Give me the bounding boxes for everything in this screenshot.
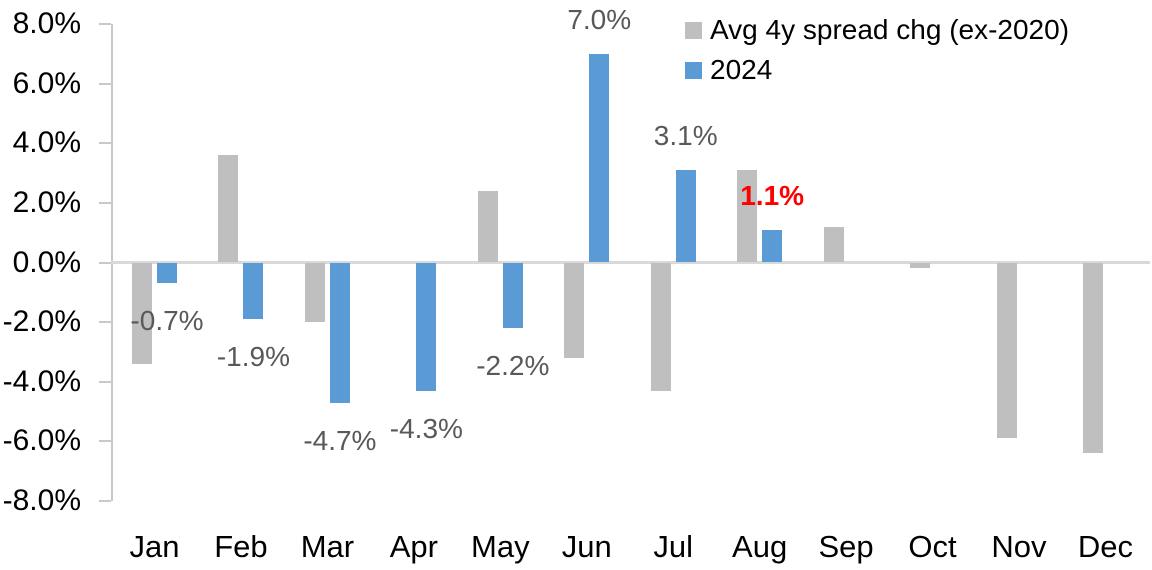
legend-item-2024: 2024 [685, 54, 1069, 86]
bar-avg-feb [218, 155, 239, 263]
month-label-jan: Jan [129, 529, 180, 564]
y-tick-label: -6.0% [2, 424, 81, 458]
chart-legend: Avg 4y spread chg (ex-2020) 2024 [685, 14, 1069, 94]
y-axis-tick [99, 380, 111, 383]
data-label-jul: 3.1% [653, 120, 718, 152]
data-label-may: -2.2% [476, 350, 550, 382]
y-tick-label: 6.0% [12, 66, 81, 100]
y-tick-label: -4.0% [2, 364, 81, 398]
y-tick-label: 8.0% [12, 7, 81, 41]
bar-avg-oct [910, 262, 931, 269]
data-label-mar: -4.7% [303, 424, 377, 456]
month-label-mar: Mar [300, 529, 355, 564]
y-tick-label: 2.0% [12, 185, 81, 219]
data-label-apr: -4.3% [389, 412, 463, 444]
data-label-jan: -0.7% [130, 305, 204, 337]
month-label-nov: Nov [991, 529, 1047, 564]
bar-2024-jun [589, 53, 610, 263]
y-tick-label: -2.0% [2, 305, 81, 339]
y-axis-tick [99, 142, 111, 145]
y-axis-tick [99, 440, 111, 443]
y-tick-label: -8.0% [2, 483, 81, 517]
y-axis-tick [99, 23, 111, 26]
month-label-jun: Jun [561, 529, 612, 564]
bar-avg-jun [564, 262, 585, 358]
bar-2024-aug [762, 229, 783, 263]
bar-2024-apr [416, 262, 437, 391]
bar-2024-jul [675, 170, 696, 263]
zero-gridline [111, 261, 1150, 264]
bar-avg-jan [132, 262, 152, 364]
y-axis-tick [99, 82, 111, 85]
month-label-may: May [471, 529, 530, 564]
legend-label-avg-4y-spread: Avg 4y spread chg (ex-2020) [710, 14, 1070, 45]
y-tick-label: 4.0% [12, 126, 81, 160]
y-axis-tick [99, 201, 111, 204]
bar-2024-feb [243, 262, 264, 320]
month-label-sep: Sep [818, 529, 874, 564]
legend-item-avg-4y-spread: Avg 4y spread chg (ex-2020) [685, 14, 1069, 46]
month-label-aug: Aug [732, 529, 788, 564]
blue-series-swatch-icon [685, 61, 702, 79]
month-label-dec: Dec [1077, 529, 1133, 564]
data-label-aug: 1.1% [740, 179, 805, 211]
gray-series-swatch-icon [685, 21, 702, 39]
y-axis-tick [99, 321, 111, 324]
data-label-jun: 7.0% [567, 3, 632, 35]
month-label-oct: Oct [908, 529, 957, 564]
data-label-feb: -1.9% [216, 341, 291, 373]
y-axis-tick [99, 261, 111, 264]
legend-label-2024: 2024 [710, 54, 773, 85]
bar-2024-mar [329, 262, 350, 403]
month-label-feb: Feb [214, 529, 268, 564]
bar-avg-aug [737, 170, 758, 263]
bar-avg-jul [650, 262, 671, 391]
bar-avg-nov [996, 262, 1017, 439]
month-label-apr: Apr [389, 529, 438, 564]
bar-avg-may [477, 190, 498, 263]
month-label-jul: Jul [653, 529, 693, 564]
bar-avg-sep [823, 226, 844, 263]
bar-2024-jan [157, 262, 177, 284]
y-tick-label: 0.0% [12, 245, 81, 279]
bar-avg-mar [304, 262, 325, 323]
bar-2024-may [502, 262, 523, 329]
y-axis-tick [99, 499, 111, 502]
bar-avg-dec [1082, 262, 1103, 454]
